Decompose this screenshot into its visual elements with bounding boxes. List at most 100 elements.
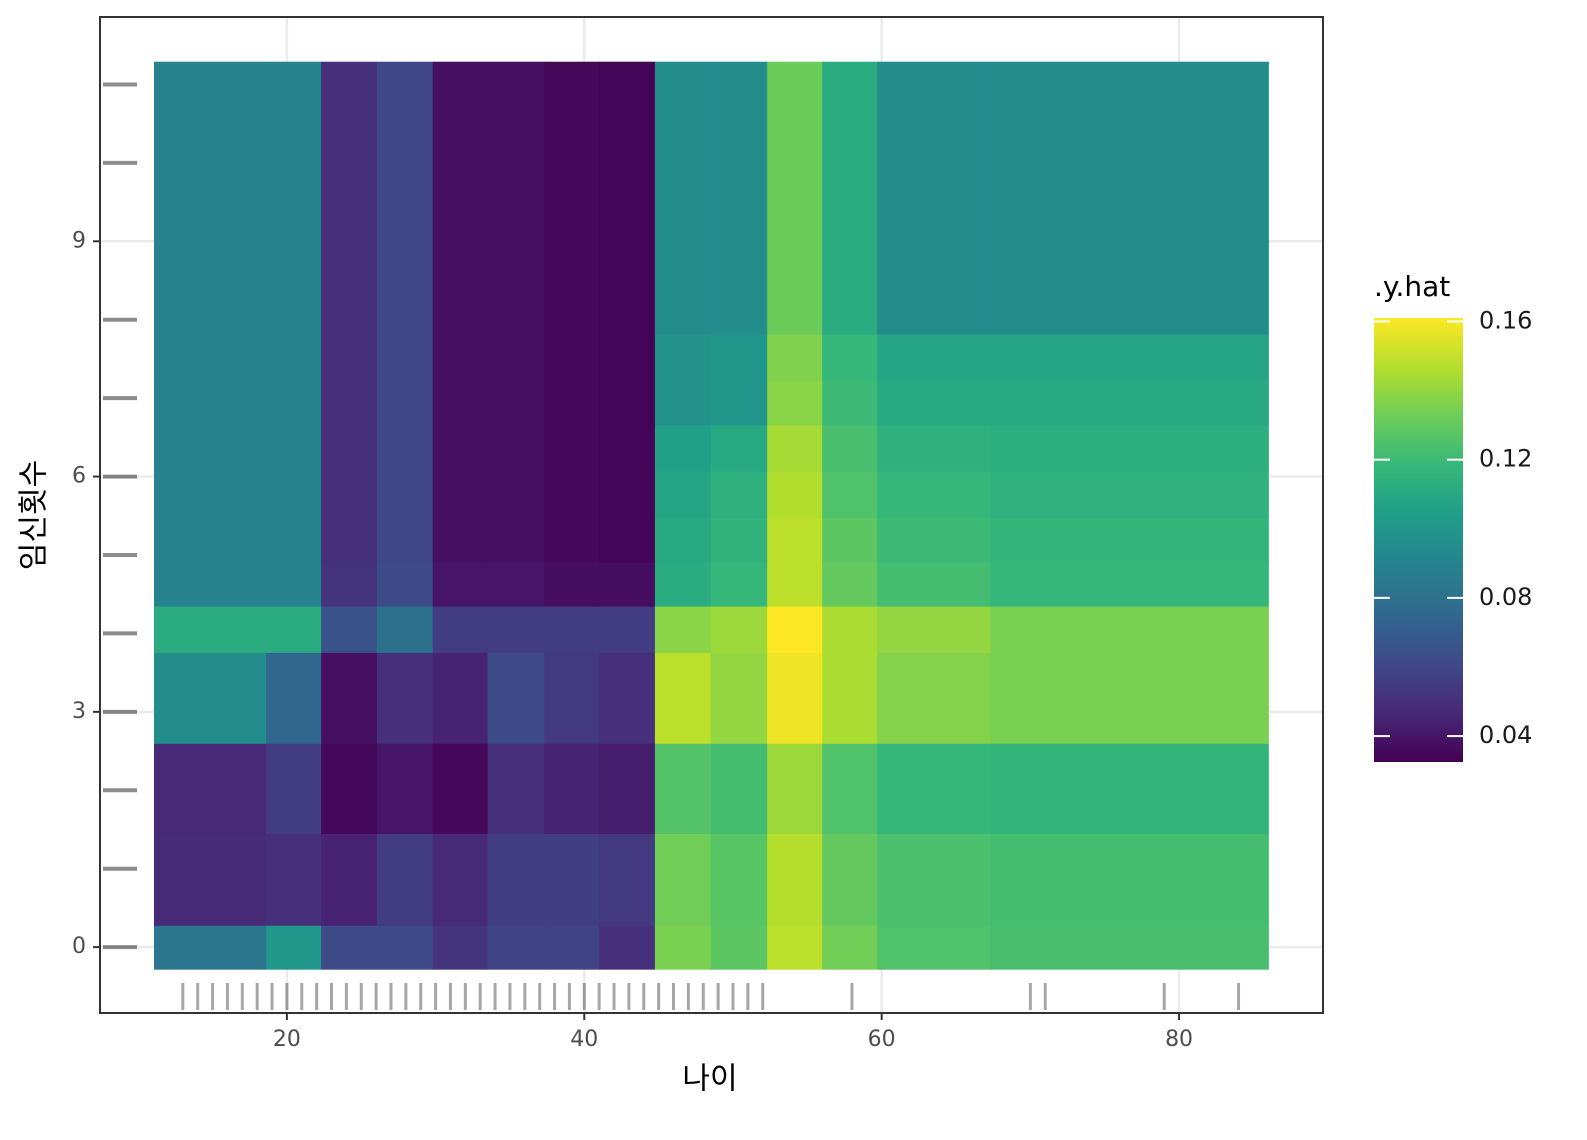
heatmap-cell bbox=[153, 743, 267, 835]
heatmap-cell bbox=[321, 471, 378, 518]
heatmap-cell bbox=[544, 333, 600, 381]
heatmap-cell bbox=[710, 925, 768, 970]
heatmap-cell bbox=[877, 652, 991, 744]
heatmap-cell bbox=[487, 925, 545, 970]
heatmap-cell bbox=[654, 424, 712, 472]
heatmap-cell bbox=[432, 333, 489, 381]
heatmap-cell bbox=[544, 652, 600, 744]
heatmap-cell bbox=[822, 517, 878, 563]
heatmap-cell bbox=[822, 471, 878, 518]
heatmap-cell bbox=[266, 333, 322, 381]
heatmap-cell bbox=[544, 743, 600, 835]
heatmap-cell bbox=[153, 605, 267, 653]
heatmap-cell bbox=[266, 380, 322, 426]
heatmap-cell bbox=[487, 833, 545, 926]
heatmap-cell bbox=[822, 333, 878, 381]
heatmap-cell bbox=[877, 743, 991, 835]
heatmap-cell bbox=[544, 517, 600, 563]
heatmap-cell bbox=[544, 424, 600, 472]
heatmap-cell bbox=[710, 562, 768, 607]
heatmap-cell bbox=[487, 471, 545, 518]
heatmap-cell bbox=[990, 925, 1269, 970]
heatmap-cell bbox=[153, 517, 267, 563]
heatmap-cell bbox=[153, 833, 267, 926]
heatmap-cell bbox=[990, 652, 1269, 744]
heatmap-cell bbox=[877, 424, 991, 472]
heatmap-cell bbox=[487, 61, 545, 335]
heatmap-cell bbox=[321, 605, 378, 653]
heatmap-cell bbox=[376, 424, 434, 472]
heatmap-cell bbox=[877, 333, 991, 381]
heatmap-cell bbox=[710, 605, 768, 653]
heatmap-cell bbox=[266, 61, 322, 335]
heatmap-cell bbox=[376, 833, 434, 926]
heatmap-cell bbox=[321, 652, 378, 744]
heatmap-cell bbox=[990, 833, 1269, 926]
heatmap-cell bbox=[321, 562, 378, 607]
x-tick-label: 40 bbox=[570, 1027, 598, 1052]
heatmap-cell bbox=[544, 61, 600, 335]
heatmap-cell bbox=[544, 925, 600, 970]
heatmap-cell bbox=[599, 743, 656, 835]
heatmap-cell bbox=[487, 380, 545, 426]
heatmap-cell bbox=[376, 380, 434, 426]
heatmap-cell bbox=[599, 471, 656, 518]
heatmap-cell bbox=[599, 517, 656, 563]
heatmap-cell bbox=[266, 925, 322, 970]
heatmap-cell bbox=[822, 652, 878, 744]
heatmap-cell bbox=[822, 605, 878, 653]
heatmap-cell bbox=[599, 333, 656, 381]
heatmap-cell bbox=[266, 562, 322, 607]
heatmap-cell bbox=[877, 562, 991, 607]
heatmap-cell bbox=[654, 380, 712, 426]
heatmap-cell bbox=[877, 61, 991, 335]
heatmap-cell bbox=[767, 562, 823, 607]
heatmap-cell bbox=[822, 562, 878, 607]
heatmap-cell bbox=[710, 743, 768, 835]
heatmap-cell bbox=[544, 471, 600, 518]
heatmap-cell bbox=[654, 833, 712, 926]
heatmap-cell bbox=[990, 424, 1269, 472]
heatmap-cell bbox=[654, 517, 712, 563]
heatmap-cell bbox=[487, 562, 545, 607]
heatmap-cell bbox=[822, 61, 878, 335]
heatmap-cell bbox=[432, 743, 489, 835]
heatmap-cell bbox=[153, 380, 267, 426]
heatmap-cell bbox=[654, 333, 712, 381]
heatmap-cell bbox=[376, 333, 434, 381]
heatmap-cell bbox=[376, 605, 434, 653]
heatmap-cell bbox=[321, 517, 378, 563]
heatmap-cell bbox=[487, 652, 545, 744]
heatmap-cell bbox=[822, 833, 878, 926]
heatmap-cell bbox=[266, 605, 322, 653]
heatmap-cell bbox=[710, 61, 768, 335]
heatmap-cell bbox=[599, 652, 656, 744]
heatmap-cell bbox=[990, 333, 1269, 381]
heatmap-cell bbox=[654, 562, 712, 607]
heatmap-cell bbox=[767, 605, 823, 653]
heatmap-cell bbox=[376, 652, 434, 744]
heatmap-cell bbox=[710, 652, 768, 744]
heatmap-cell bbox=[710, 380, 768, 426]
colorbar-label: 0.16 bbox=[1479, 306, 1532, 334]
heatmap-cell bbox=[877, 605, 991, 653]
heatmap-cell bbox=[266, 471, 322, 518]
heatmap-cell bbox=[487, 424, 545, 472]
heatmap-cell bbox=[376, 471, 434, 518]
heatmap-cell bbox=[822, 424, 878, 472]
heatmap-cell bbox=[432, 471, 489, 518]
heatmap-cell bbox=[432, 652, 489, 744]
heatmap-cell bbox=[376, 517, 434, 563]
heatmap-cell bbox=[822, 743, 878, 835]
heatmap-cell bbox=[321, 333, 378, 381]
heatmap-cell bbox=[654, 471, 712, 518]
heatmap-cell bbox=[266, 743, 322, 835]
heatmap-cell bbox=[432, 833, 489, 926]
heatmap-cell bbox=[877, 925, 991, 970]
colorbar-label: 0.12 bbox=[1479, 445, 1532, 473]
heatmap-cell bbox=[990, 562, 1269, 607]
heatmap-cell bbox=[432, 605, 489, 653]
heatmap-cell bbox=[710, 517, 768, 563]
heatmap-cell bbox=[153, 562, 267, 607]
x-tick-label: 60 bbox=[868, 1027, 896, 1052]
